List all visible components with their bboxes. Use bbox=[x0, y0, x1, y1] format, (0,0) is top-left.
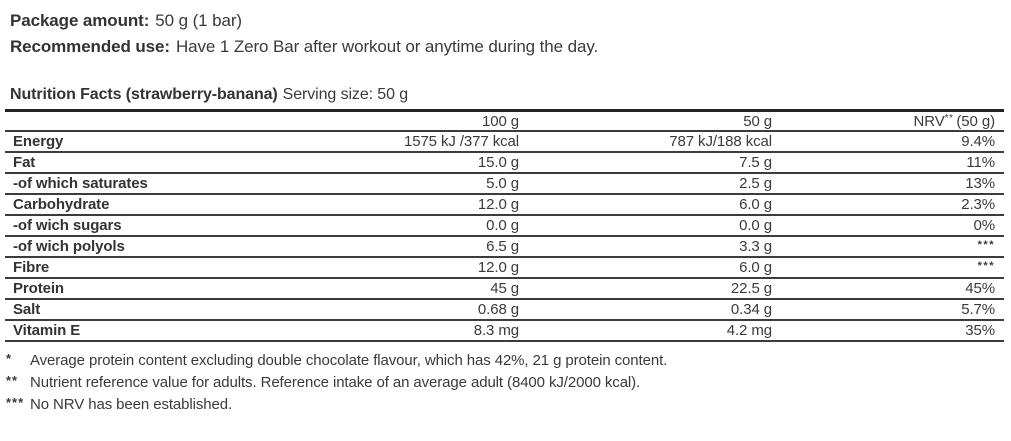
value-per-50g: 787 kJ/188 kcal bbox=[519, 131, 772, 153]
value-per-100g: 15.0 g bbox=[265, 152, 519, 174]
value-per-50g: 6.0 g bbox=[519, 257, 772, 279]
footnote-line: ** Nutrient reference value for adults. R… bbox=[6, 372, 1011, 394]
nutrient-name: Energy bbox=[5, 131, 265, 153]
nutrient-row: Energy 1575 kJ /377 kcal 787 kJ/188 kcal… bbox=[5, 131, 1004, 153]
nrv-header-text: NRV bbox=[913, 113, 945, 130]
nrv-header-suffix: (50 g) bbox=[956, 113, 995, 130]
value-nrv: 0% bbox=[772, 215, 1004, 237]
package-amount-line: Package amount: 50 g (1 bar) bbox=[10, 8, 1011, 34]
value-per-100g: 5.0 g bbox=[265, 173, 519, 195]
value-per-50g: 0.34 g bbox=[519, 299, 772, 321]
value-nrv: 2.3% bbox=[772, 194, 1004, 216]
product-nutrition-section: Package amount: 50 g (1 bar) Recommended … bbox=[0, 0, 1011, 416]
footnote-marker: * bbox=[6, 351, 13, 366]
nutrient-name: Protein bbox=[5, 278, 265, 300]
value-per-50g: 2.5 g bbox=[519, 173, 772, 195]
nutrient-name: -of which saturates bbox=[5, 173, 265, 195]
nutrient-row: Vitamin E 8.3 mg 4.2 mg 35% bbox=[5, 320, 1004, 342]
col-header-nrv: NRV** (50 g) bbox=[772, 110, 1004, 132]
footnote-text: No NRV has been established. bbox=[30, 396, 233, 413]
value-nrv: 45% bbox=[772, 278, 1004, 300]
nutrient-row: Fibre 12.0 g 6.0 g *** bbox=[5, 257, 1004, 279]
nutrient-row: Protein 45 g 22.5 g 45% bbox=[5, 278, 1004, 300]
value-nrv: *** bbox=[772, 236, 1004, 258]
footnotes: * Average protein content excluding doubl… bbox=[6, 350, 1011, 416]
table-header-row: 100 g 50 g NRV** (50 g) bbox=[5, 110, 1004, 132]
value-per-100g: 1575 kJ /377 kcal bbox=[265, 131, 519, 153]
nutrient-row: Fat 15.0 g 7.5 g 11% bbox=[5, 152, 1004, 174]
value-per-100g: 8.3 mg bbox=[265, 320, 519, 342]
package-amount-label: Package amount: bbox=[10, 11, 150, 30]
nutrient-name: Vitamin E bbox=[5, 320, 265, 342]
col-header-50g: 50 g bbox=[519, 110, 772, 132]
serving-size-text: Serving size: 50 g bbox=[282, 86, 409, 103]
value-per-50g: 7.5 g bbox=[519, 152, 772, 174]
package-amount-value: 50 g (1 bar) bbox=[155, 11, 242, 30]
recommended-use-value: Have 1 Zero Bar after workout or anytime… bbox=[175, 37, 599, 56]
nutrient-name: Fibre bbox=[5, 257, 265, 279]
nutrient-name: -of wich polyols bbox=[5, 236, 265, 258]
footnote-marker: ** bbox=[6, 373, 19, 388]
value-nrv: 5.7% bbox=[772, 299, 1004, 321]
footnote-line: * Average protein content excluding doubl… bbox=[6, 350, 1011, 372]
footnote-line: *** No NRV has been established. bbox=[6, 394, 1011, 416]
value-nrv: 35% bbox=[772, 320, 1004, 342]
product-intro: Package amount: 50 g (1 bar) Recommended … bbox=[0, 0, 1011, 60]
nutrient-row: -of which saturates 5.0 g 2.5 g 13% bbox=[5, 173, 1004, 195]
value-nrv: 9.4% bbox=[772, 131, 1004, 153]
recommended-use-label: Recommended use: bbox=[10, 37, 170, 56]
value-per-50g: 22.5 g bbox=[519, 278, 772, 300]
value-per-100g: 0.68 g bbox=[265, 299, 519, 321]
value-per-100g: 0.0 g bbox=[265, 215, 519, 237]
nutrient-row: Salt 0.68 g 0.34 g 5.7% bbox=[5, 299, 1004, 321]
value-per-100g: 45 g bbox=[265, 278, 519, 300]
value-per-50g: 3.3 g bbox=[519, 236, 772, 258]
nutrient-name: Carbohydrate bbox=[5, 194, 265, 216]
nutrient-name: Salt bbox=[5, 299, 265, 321]
value-per-50g: 6.0 g bbox=[519, 194, 772, 216]
nutrition-facts-title-bold: Nutrition Facts (strawberry-banana) bbox=[10, 86, 278, 103]
footnote-text: Average protein content excluding double… bbox=[30, 352, 668, 369]
nrv-header-footnote-marker: ** bbox=[944, 113, 954, 124]
col-header-nutrient bbox=[5, 110, 265, 132]
nutrition-facts-table: 100 g 50 g NRV** (50 g) Energy 1575 kJ /3… bbox=[5, 109, 1004, 342]
footnote-text: Nutrient reference value for adults. Ref… bbox=[30, 374, 641, 391]
nutrient-row: -of wich polyols 6.5 g 3.3 g *** bbox=[5, 236, 1004, 258]
nutrient-name: Fat bbox=[5, 152, 265, 174]
recommended-use-line: Recommended use: Have 1 Zero Bar after wo… bbox=[10, 34, 1011, 60]
nutrient-name: -of wich sugars bbox=[5, 215, 265, 237]
value-per-100g: 12.0 g bbox=[265, 257, 519, 279]
nutrient-row: -of wich sugars 0.0 g 0.0 g 0% bbox=[5, 215, 1004, 237]
col-header-100g: 100 g bbox=[265, 110, 519, 132]
value-nrv: 11% bbox=[772, 152, 1004, 174]
value-per-50g: 0.0 g bbox=[519, 215, 772, 237]
nutrition-facts-title: Nutrition Facts (strawberry-banana) Servi… bbox=[10, 85, 1011, 105]
value-nrv: *** bbox=[772, 257, 1004, 279]
nutrition-table-body: Energy 1575 kJ /377 kcal 787 kJ/188 kcal… bbox=[5, 131, 1004, 342]
value-per-100g: 6.5 g bbox=[265, 236, 519, 258]
value-nrv: 13% bbox=[772, 173, 1004, 195]
nutrient-row: Carbohydrate 12.0 g 6.0 g 2.3% bbox=[5, 194, 1004, 216]
value-per-100g: 12.0 g bbox=[265, 194, 519, 216]
footnote-marker: *** bbox=[6, 395, 25, 410]
value-per-50g: 4.2 mg bbox=[519, 320, 772, 342]
